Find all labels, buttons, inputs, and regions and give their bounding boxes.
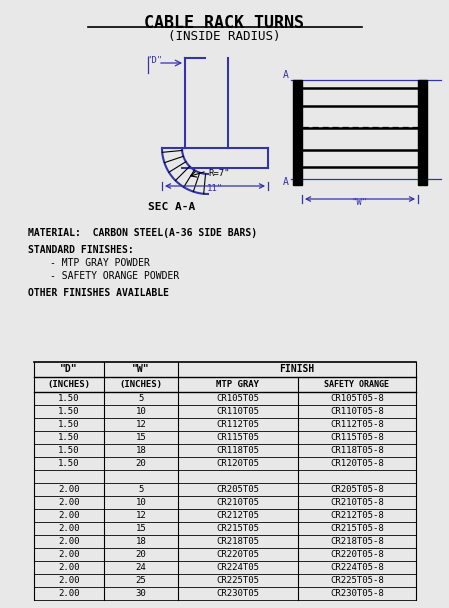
Text: MATERIAL:  CARBON STEEL(A-36 SIDE BARS): MATERIAL: CARBON STEEL(A-36 SIDE BARS) — [28, 228, 257, 238]
Text: CR218T05-8: CR218T05-8 — [330, 537, 384, 546]
Text: SEC A-A: SEC A-A — [148, 202, 195, 212]
Text: R=7": R=7" — [209, 169, 230, 178]
Text: 5: 5 — [138, 394, 144, 403]
Text: CR220T05: CR220T05 — [216, 550, 260, 559]
Text: 1.50: 1.50 — [58, 420, 80, 429]
Text: 2.00: 2.00 — [58, 550, 80, 559]
Text: CR212T05-8: CR212T05-8 — [330, 511, 384, 520]
Text: 1.50: 1.50 — [58, 459, 80, 468]
Text: CR115T05-8: CR115T05-8 — [330, 433, 384, 442]
Text: CR110T05: CR110T05 — [216, 407, 260, 416]
Text: 2.00: 2.00 — [58, 576, 80, 585]
Text: "W": "W" — [132, 365, 150, 375]
Text: STANDARD FINISHES:: STANDARD FINISHES: — [28, 245, 134, 255]
Text: CR230T05-8: CR230T05-8 — [330, 589, 384, 598]
Text: CR112T05-8: CR112T05-8 — [330, 420, 384, 429]
Text: 2.00: 2.00 — [58, 511, 80, 520]
Text: (INCHES): (INCHES) — [48, 380, 91, 389]
Text: (INCHES): (INCHES) — [119, 380, 163, 389]
Text: SAFETY ORANGE: SAFETY ORANGE — [325, 380, 389, 389]
Text: 12: 12 — [136, 511, 146, 520]
Text: 1.50: 1.50 — [58, 407, 80, 416]
Text: CR118T05-8: CR118T05-8 — [330, 446, 384, 455]
Text: CR220T05-8: CR220T05-8 — [330, 550, 384, 559]
Text: 1.50: 1.50 — [58, 446, 80, 455]
Text: 10: 10 — [136, 498, 146, 507]
Text: 2.00: 2.00 — [58, 563, 80, 572]
Text: 1.50: 1.50 — [58, 394, 80, 403]
Text: 2.00: 2.00 — [58, 524, 80, 533]
Text: CR115T05: CR115T05 — [216, 433, 260, 442]
Text: 2.00: 2.00 — [58, 485, 80, 494]
Text: 25: 25 — [136, 576, 146, 585]
Text: CR210T05: CR210T05 — [216, 498, 260, 507]
Text: CR112T05: CR112T05 — [216, 420, 260, 429]
Text: CR212T05: CR212T05 — [216, 511, 260, 520]
Text: A: A — [283, 177, 289, 187]
Text: 18: 18 — [136, 537, 146, 546]
Text: CR120T05-8: CR120T05-8 — [330, 459, 384, 468]
Text: MTP GRAY: MTP GRAY — [216, 380, 260, 389]
Text: CR105T05: CR105T05 — [216, 394, 260, 403]
Text: (INSIDE RADIUS): (INSIDE RADIUS) — [168, 30, 280, 43]
Text: 20: 20 — [136, 459, 146, 468]
Text: "D": "D" — [146, 56, 162, 65]
Text: 2.00: 2.00 — [58, 537, 80, 546]
Text: CR110T05-8: CR110T05-8 — [330, 407, 384, 416]
Text: 18: 18 — [136, 446, 146, 455]
Text: CABLE RACK TURNS: CABLE RACK TURNS — [144, 14, 304, 32]
Text: 5: 5 — [138, 485, 144, 494]
Text: 15: 15 — [136, 433, 146, 442]
Text: 30: 30 — [136, 589, 146, 598]
Text: 15: 15 — [136, 524, 146, 533]
Text: "D": "D" — [60, 365, 78, 375]
Bar — [293, 80, 302, 185]
Text: CR210T05-8: CR210T05-8 — [330, 498, 384, 507]
Text: 24: 24 — [136, 563, 146, 572]
Text: A: A — [283, 70, 289, 80]
Text: 11": 11" — [207, 184, 223, 193]
Text: 12: 12 — [136, 420, 146, 429]
Bar — [418, 80, 427, 185]
Text: CR225T05-8: CR225T05-8 — [330, 576, 384, 585]
Text: - MTP GRAY POWDER: - MTP GRAY POWDER — [50, 258, 150, 268]
Text: 20: 20 — [136, 550, 146, 559]
Text: CR205T05-8: CR205T05-8 — [330, 485, 384, 494]
Text: - SAFETY ORANGE POWDER: - SAFETY ORANGE POWDER — [50, 271, 179, 281]
Text: "W": "W" — [352, 198, 368, 207]
Text: CR218T05: CR218T05 — [216, 537, 260, 546]
Text: CR120T05: CR120T05 — [216, 459, 260, 468]
Text: CR105T05-8: CR105T05-8 — [330, 394, 384, 403]
Text: FINISH: FINISH — [279, 365, 315, 375]
Text: CR225T05: CR225T05 — [216, 576, 260, 585]
Text: 10: 10 — [136, 407, 146, 416]
Text: 1.50: 1.50 — [58, 433, 80, 442]
Text: CR215T05-8: CR215T05-8 — [330, 524, 384, 533]
Text: CR224T05-8: CR224T05-8 — [330, 563, 384, 572]
Text: 2.00: 2.00 — [58, 498, 80, 507]
Text: CR224T05: CR224T05 — [216, 563, 260, 572]
Text: 2.00: 2.00 — [58, 589, 80, 598]
Text: CR118T05: CR118T05 — [216, 446, 260, 455]
Text: CR215T05: CR215T05 — [216, 524, 260, 533]
Text: CR230T05: CR230T05 — [216, 589, 260, 598]
Text: OTHER FINISHES AVAILABLE: OTHER FINISHES AVAILABLE — [28, 288, 169, 298]
Text: CR205T05: CR205T05 — [216, 485, 260, 494]
